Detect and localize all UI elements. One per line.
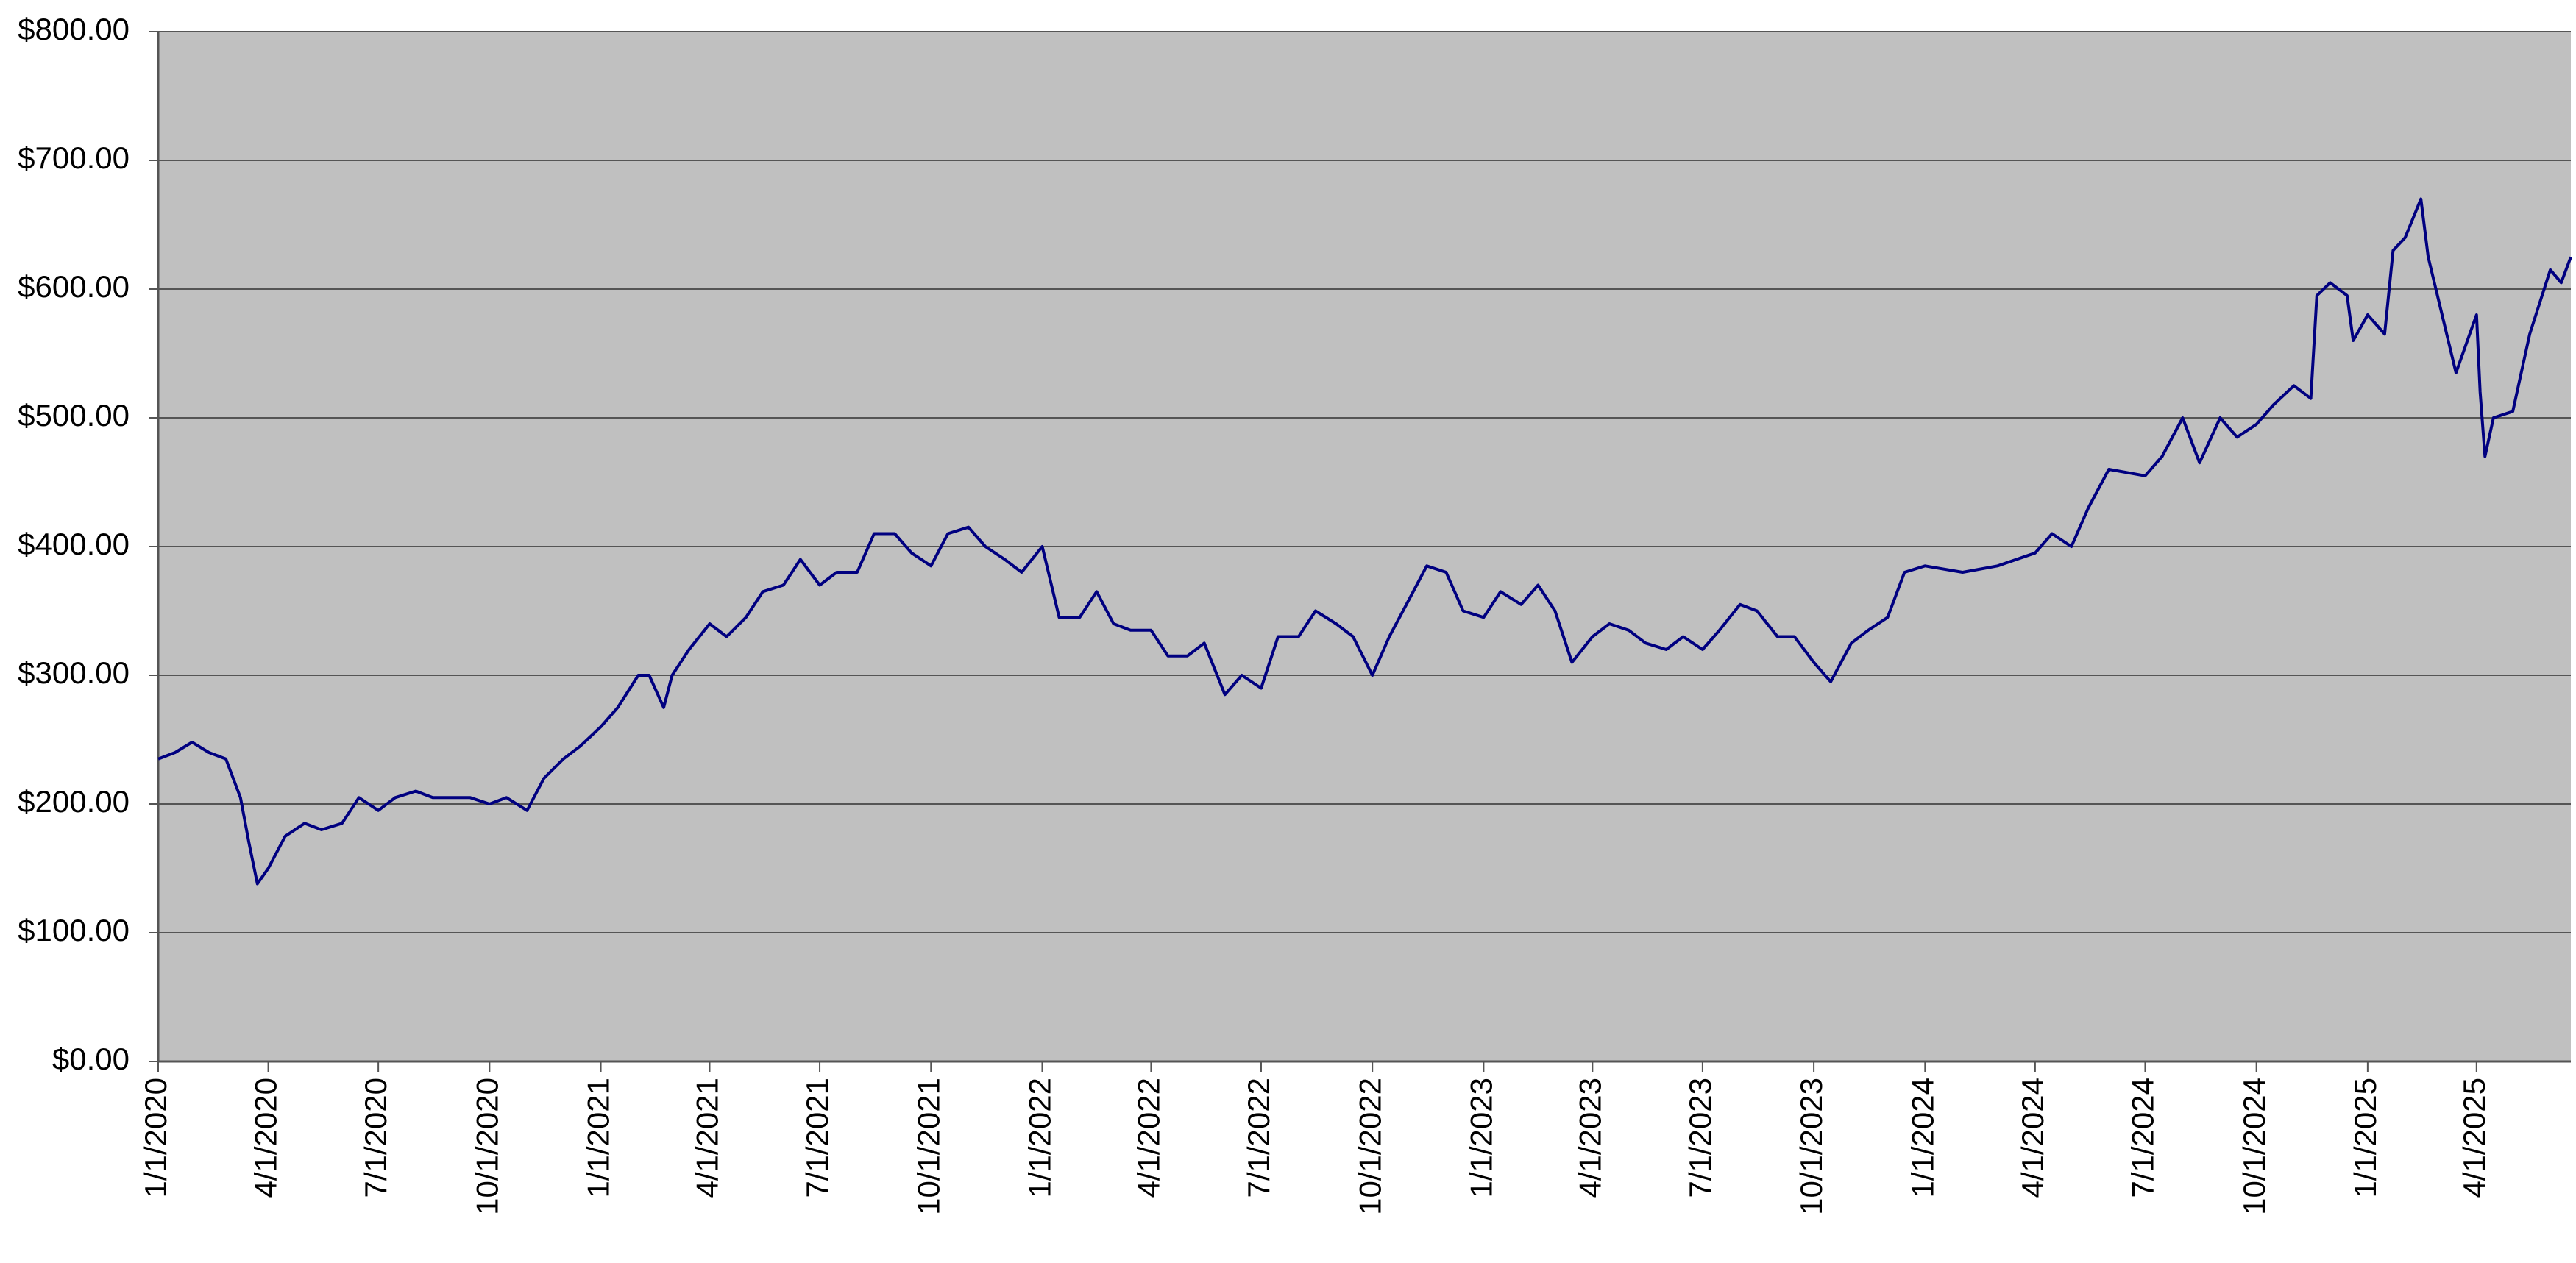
x-tick-label: 7/1/2022 bbox=[1241, 1078, 1276, 1198]
x-tick-label: 1/1/2020 bbox=[138, 1078, 173, 1198]
x-tick-label: 4/1/2024 bbox=[2015, 1078, 2050, 1198]
y-tick-label: $0.00 bbox=[52, 1042, 129, 1076]
y-tick-label: $400.00 bbox=[18, 527, 129, 561]
x-tick-label: 4/1/2022 bbox=[1131, 1078, 1165, 1198]
x-tick-label: 1/1/2024 bbox=[1905, 1078, 1940, 1198]
x-tick-label: 10/1/2023 bbox=[1794, 1078, 1828, 1215]
x-tick-label: 4/1/2020 bbox=[249, 1078, 283, 1198]
x-tick-label: 4/1/2025 bbox=[2457, 1078, 2491, 1198]
x-tick-label: 10/1/2020 bbox=[469, 1078, 504, 1215]
x-tick-label: 10/1/2021 bbox=[911, 1078, 945, 1215]
y-tick-label: $300.00 bbox=[18, 655, 129, 690]
x-tick-label: 7/1/2021 bbox=[800, 1078, 834, 1198]
y-tick-label: $100.00 bbox=[18, 913, 129, 947]
y-tick-label: $600.00 bbox=[18, 269, 129, 304]
x-tick-label: 10/1/2022 bbox=[1352, 1078, 1387, 1215]
x-tick-label: 1/1/2021 bbox=[581, 1078, 616, 1198]
x-tick-label: 1/1/2022 bbox=[1023, 1078, 1057, 1198]
price-line bbox=[157, 197, 2572, 886]
x-tick-label: 7/1/2020 bbox=[358, 1078, 393, 1198]
y-tick-label: $500.00 bbox=[18, 398, 129, 433]
y-tick-label: $200.00 bbox=[18, 784, 129, 819]
x-tick-label: 4/1/2021 bbox=[690, 1078, 725, 1198]
x-tick-label: 7/1/2023 bbox=[1683, 1078, 1717, 1198]
x-tick-label: 7/1/2024 bbox=[2126, 1078, 2160, 1198]
y-tick-label: $800.00 bbox=[18, 12, 129, 46]
x-tick-label: 1/1/2023 bbox=[1463, 1078, 1498, 1198]
x-tick-label: 4/1/2023 bbox=[1572, 1078, 1607, 1198]
x-tick-label: 10/1/2024 bbox=[2237, 1078, 2271, 1215]
x-tick-label: 1/1/2025 bbox=[2348, 1078, 2382, 1198]
y-tick-label: $700.00 bbox=[18, 140, 129, 175]
